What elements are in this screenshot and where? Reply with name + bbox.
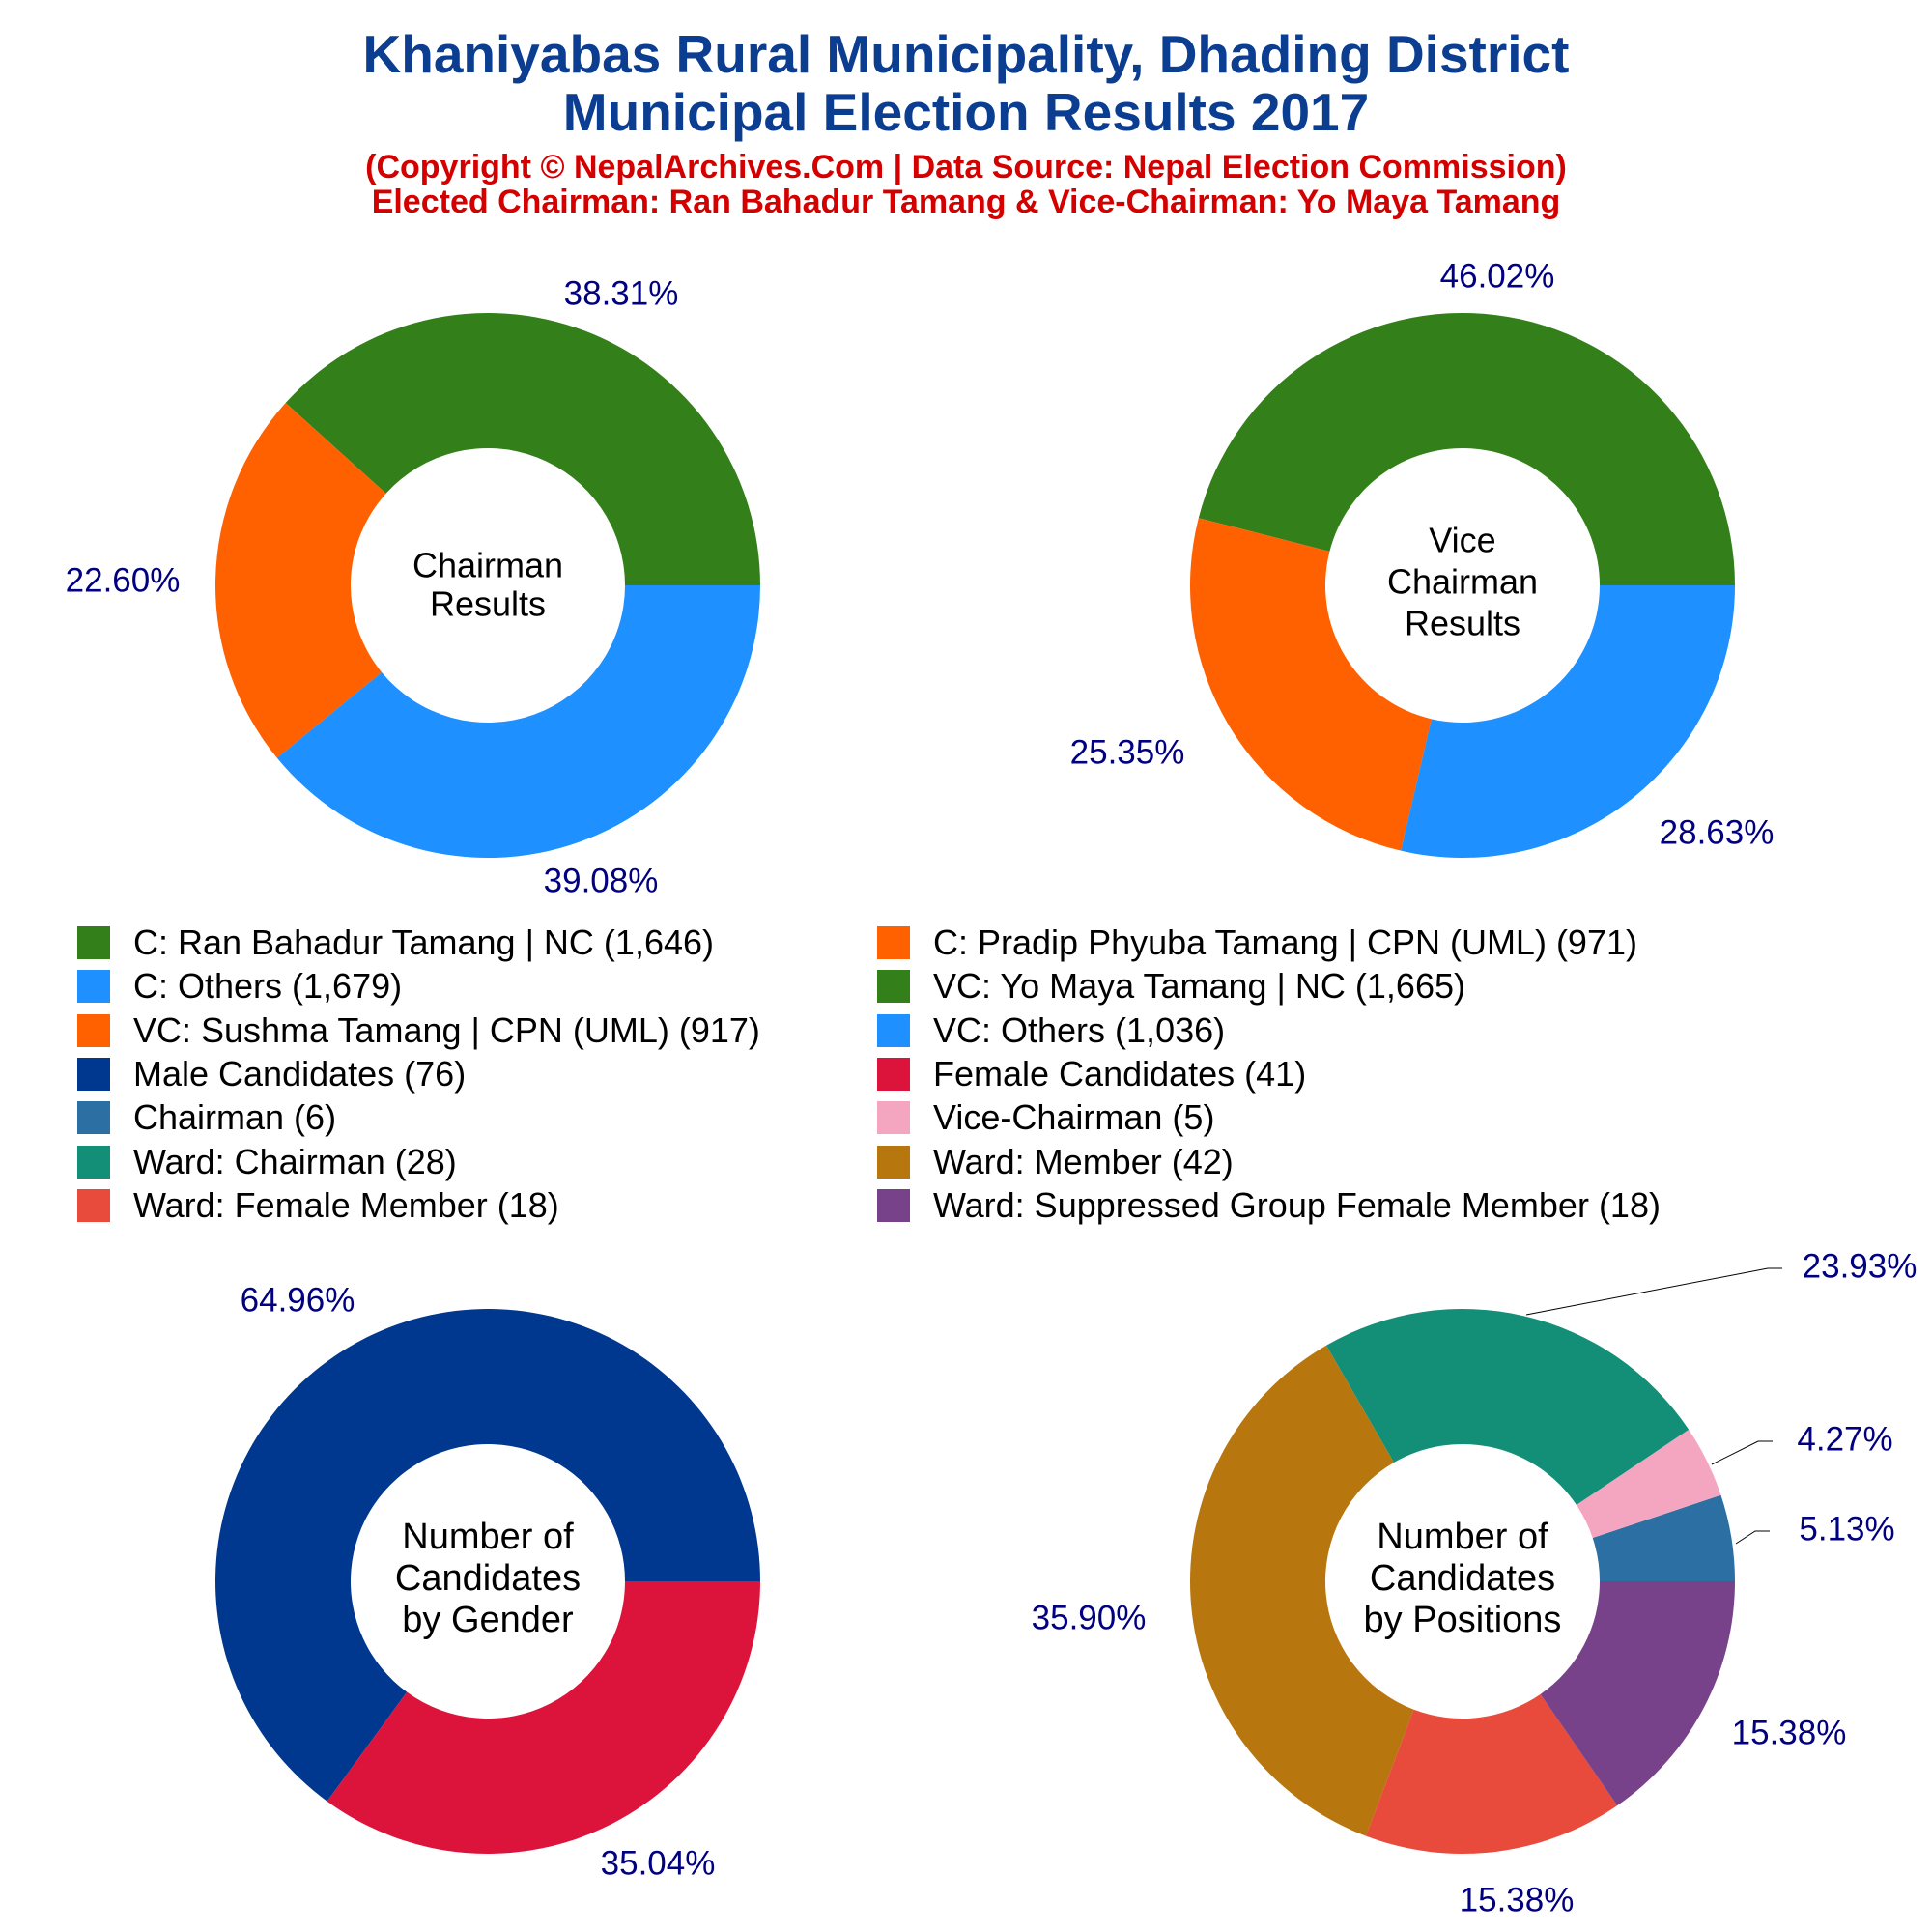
donut-center-label: Number of <box>402 1517 574 1557</box>
donut-center-label: Vice <box>1429 521 1495 560</box>
slice-percent-label: 38.31% <box>564 274 679 312</box>
page-title-line1: Khaniyabas Rural Municipality, Dhading D… <box>362 24 1570 84</box>
donut-center-label: Results <box>1405 604 1520 643</box>
page-title-line2: Municipal Election Results 2017 <box>562 82 1370 142</box>
slice-percent-label: 46.02% <box>1440 257 1555 295</box>
slice-percent-label: 23.93% <box>1803 1247 1918 1285</box>
donut-center-label: Number of <box>1377 1517 1548 1557</box>
subtitle-copyright: (Copyright © NepalArchives.Com | Data So… <box>365 149 1567 185</box>
leader-line <box>1525 1267 1782 1316</box>
donut-slice <box>1366 1693 1618 1854</box>
slice-percent-label: 4.27% <box>1797 1420 1892 1458</box>
donut-slice <box>1576 1429 1721 1539</box>
donut-slice <box>1190 1345 1414 1836</box>
donut-center-label: Chairman <box>412 546 563 585</box>
donut-slice <box>1326 1309 1690 1505</box>
leader-line <box>1711 1440 1773 1465</box>
slice-percent-label: 25.35% <box>1070 733 1185 771</box>
donut-chart-4: 23.93% 4.27% 5.13% 15.38% 15.38% 35.90% Number… <box>1032 1247 1918 1918</box>
leader-line <box>1735 1530 1770 1545</box>
donut-slice <box>1401 585 1735 858</box>
donut-slice <box>327 1581 760 1854</box>
donut-slice <box>1540 1581 1735 1806</box>
donut-center-label: Results <box>430 584 546 624</box>
slice-percent-label: 15.38% <box>1460 1881 1575 1918</box>
donut-slice <box>285 313 760 585</box>
slice-percent-label: 64.96% <box>241 1281 355 1319</box>
slice-percent-label: 35.90% <box>1032 1599 1147 1636</box>
slice-percent-label: 35.04% <box>601 1844 716 1882</box>
slice-percent-label: 39.08% <box>544 862 659 899</box>
donut-slice <box>215 1308 761 1802</box>
slice-percent-label: 15.38% <box>1732 1714 1847 1751</box>
donut-center-label: Chairman <box>1387 562 1538 602</box>
donut-center-label: by Gender <box>402 1600 574 1640</box>
donut-slice <box>1592 1494 1735 1581</box>
slice-percent-label: 22.60% <box>66 561 181 599</box>
donut-slice <box>1198 313 1735 585</box>
donut-center-label: by Positions <box>1364 1600 1562 1640</box>
donut-slice <box>1190 518 1432 851</box>
slice-percent-label: 5.13% <box>1799 1510 1894 1548</box>
donut-center-label: Candidates <box>395 1558 581 1599</box>
donut-center-label: Candidates <box>1370 1558 1555 1599</box>
slice-percent-label: 28.63% <box>1660 813 1775 851</box>
donut-slice <box>214 403 386 758</box>
subtitle-elected: Elected Chairman: Ran Bahadur Tamang & V… <box>371 184 1561 220</box>
donut-slice <box>276 585 760 858</box>
